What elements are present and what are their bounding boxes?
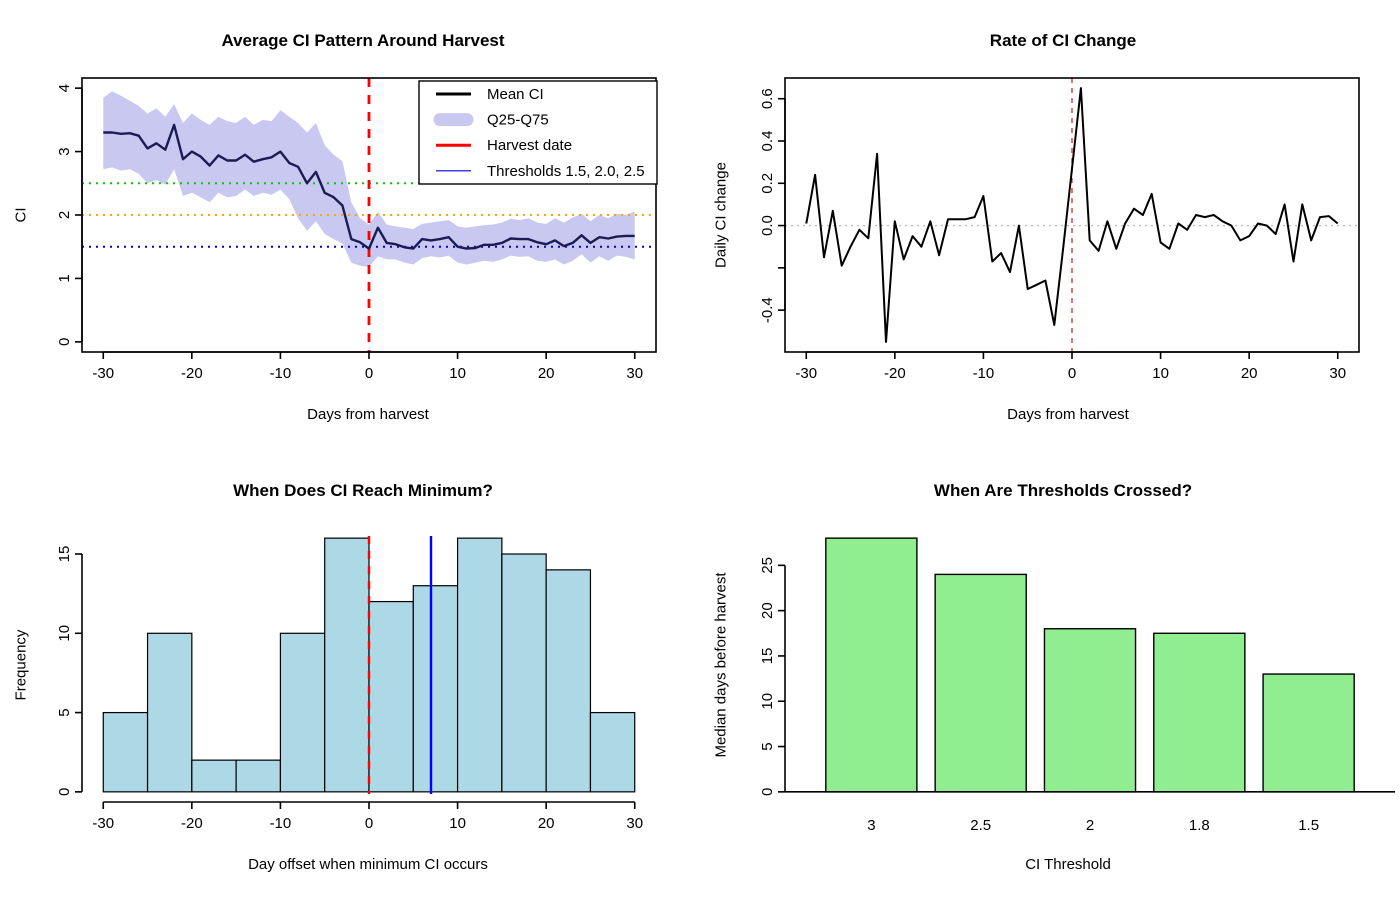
y-tick-label: 25 [759, 557, 776, 574]
y-tick-label: 15 [759, 648, 776, 665]
x-tick-label: 10 [449, 365, 466, 382]
x-tick-label: 0 [365, 365, 373, 382]
x-tick-label: 30 [626, 365, 643, 382]
x-tick-label: 30 [626, 815, 643, 832]
hist-bar [501, 553, 547, 793]
x-tick-label: 20 [538, 365, 555, 382]
chart-title: Average CI Pattern Around Harvest [221, 31, 505, 50]
y-tick-label: 1 [56, 274, 73, 282]
rate-of-ci-change-plot: -30 -20 -10 0 10 20 30 0.6 0.4 0.2 0.0 -0.4 [759, 77, 1360, 382]
x-tick-label: -30 [92, 815, 114, 832]
y-axis-label: Median days before harvest [712, 572, 730, 758]
mean-ci-line [103, 123, 635, 250]
legend-item-label: Q25-Q75 [487, 112, 549, 129]
chart-title: When Does CI Reach Minimum? [233, 481, 493, 500]
y-tick-label: 2 [56, 211, 73, 219]
category-label: 1.5 [1298, 817, 1319, 834]
category-label: 1.8 [1189, 817, 1210, 834]
x-tick-label: 20 [1241, 365, 1258, 382]
x-axis-label: CI Threshold [1025, 856, 1111, 873]
legend-box [418, 80, 658, 185]
x-axis-label: Days from harvest [307, 406, 429, 423]
y-tick-label: 20 [759, 602, 776, 619]
y-tick-label: 0.2 [759, 173, 776, 194]
threshold-crossing-barplot: 3 2.5 2 1.8 1.5 0 5 10 15 20 25 [759, 537, 1395, 834]
panel-average-ci-pattern: -30 -20 -10 0 10 20 30 0 1 2 3 4 Mean CI Q25-Q75 Harve… [0, 0, 700, 450]
panel-threshold-crossing-bars: 3 2.5 2 1.8 1.5 0 5 10 15 20 25 When Are Threshold… [700, 450, 1400, 900]
hist-bar [191, 759, 237, 793]
threshold-bar [825, 537, 918, 793]
q25-q75-band [103, 91, 635, 267]
y-tick-label: 3 [56, 147, 73, 155]
x-tick-label: -30 [795, 365, 817, 382]
y-tick-label: -0.4 [759, 297, 776, 323]
panel-rate-of-ci-change: -30 -20 -10 0 10 20 30 0.6 0.4 0.2 0.0 -0.4 Rate of… [700, 0, 1400, 450]
panel-minimum-ci-histogram: -30 -20 -10 0 10 20 30 0 5 10 15 When Does CI Reac… [0, 450, 700, 900]
x-axis-label: Day offset when minimum CI occurs [248, 856, 488, 873]
hist-bar [279, 632, 326, 793]
x-tick-label: 30 [1329, 365, 1346, 382]
x-tick-label: -20 [181, 365, 203, 382]
legend-item-label: Harvest date [487, 137, 572, 154]
threshold-bar [934, 573, 1027, 793]
legend: Mean CI Q25-Q75 Harvest date Thresholds 1.5… [418, 80, 658, 185]
x-tick-label: -10 [270, 815, 292, 832]
x-tick-label: 10 [449, 815, 466, 832]
x-tick-label: -20 [884, 365, 906, 382]
minimum-ci-histogram-plot: -30 -20 -10 0 10 20 30 0 5 10 15 [56, 536, 643, 832]
category-label: 3 [867, 817, 875, 834]
y-tick-label: 10 [759, 693, 776, 710]
hist-bar [456, 537, 503, 793]
y-tick-label: 15 [56, 546, 73, 563]
hist-bar [412, 585, 459, 793]
y-tick-label: 5 [759, 742, 776, 750]
category-label: 2.5 [970, 817, 991, 834]
hist-bar [102, 711, 149, 793]
threshold-bar [1262, 673, 1355, 793]
y-tick-label: 0 [56, 338, 73, 346]
average-ci-plot: -30 -20 -10 0 10 20 30 0 1 2 3 4 Mean CI Q25-Q75 Harve… [56, 77, 658, 382]
x-axis-label: Days from harvest [1007, 406, 1129, 423]
x-tick-label: 10 [1152, 365, 1169, 382]
y-tick-label: 5 [56, 708, 73, 716]
x-tick-label: -10 [973, 365, 995, 382]
hist-bar [589, 711, 636, 793]
x-tick-label: -30 [92, 365, 114, 382]
threshold-bar [1043, 628, 1137, 793]
x-tick-label: 0 [365, 815, 373, 832]
x-tick-label: -10 [270, 365, 292, 382]
legend-band-swatch [433, 113, 474, 127]
y-tick-label: 0.0 [759, 215, 776, 236]
legend-item-label: Mean CI [487, 86, 544, 103]
x-tick-label: 0 [1068, 365, 1076, 382]
y-tick-label: 0 [56, 788, 73, 796]
chart-title: Rate of CI Change [989, 31, 1137, 50]
hist-bar [146, 632, 193, 793]
y-tick-label: 0.6 [759, 88, 776, 109]
daily-ci-change-line [805, 87, 1339, 343]
y-tick-label: 0 [759, 788, 776, 796]
hist-bar [368, 600, 414, 793]
y-axis-label: CI [12, 207, 30, 223]
legend-item-label: Thresholds 1.5, 2.0, 2.5 [487, 163, 645, 180]
y-tick-label: 0.4 [759, 131, 776, 152]
threshold-bar [1153, 632, 1246, 793]
y-axis-label: Daily CI change [712, 162, 730, 268]
hist-bar [235, 759, 282, 793]
x-tick-label: -20 [181, 815, 203, 832]
hist-bar [324, 537, 370, 793]
y-axis-label: Frequency [12, 629, 30, 701]
hist-bar [545, 569, 592, 793]
chart-title: When Are Thresholds Crossed? [933, 481, 1193, 500]
x-tick-label: 20 [538, 815, 555, 832]
y-tick-label: 10 [56, 625, 73, 642]
y-tick-label: 4 [56, 84, 73, 92]
category-label: 2 [1086, 817, 1094, 834]
